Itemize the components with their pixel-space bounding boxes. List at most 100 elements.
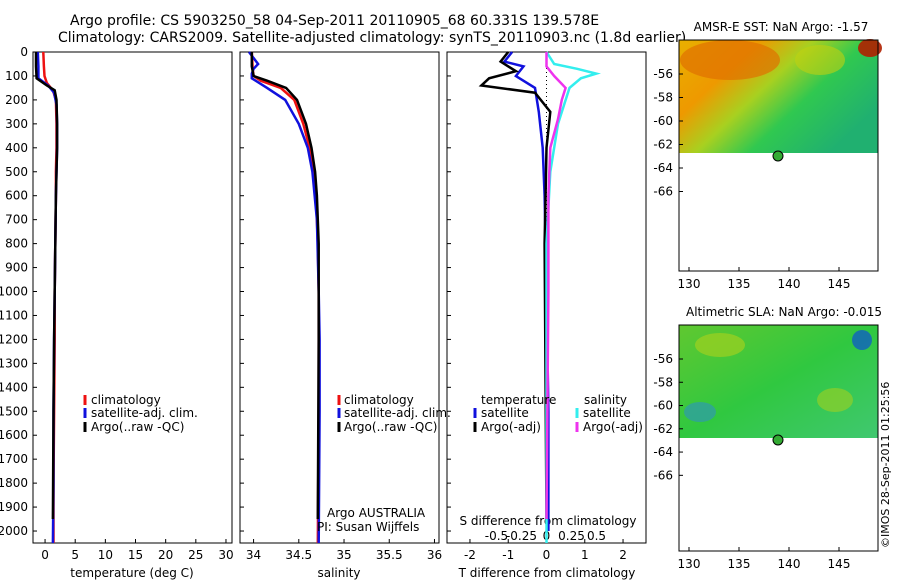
- temperature-x-tick-label: 5: [71, 548, 79, 562]
- legend-t-satellite: satellite: [481, 406, 529, 420]
- difference-x-tick-label: -2: [464, 548, 476, 562]
- difference-x-tick-label: 1: [581, 548, 589, 562]
- map-x-tick-label: 145: [828, 277, 851, 291]
- legend-temp-satellite: satellite-adj. clim.: [91, 406, 198, 420]
- map-y-tick-label: -62: [653, 138, 673, 152]
- map-x-tick-label: 135: [728, 557, 751, 571]
- sla-argo-marker: [772, 434, 784, 446]
- temperature-x-tick-label: 0: [41, 548, 49, 562]
- difference-x-tick-label: 0: [543, 548, 551, 562]
- salinity-x-tick-label: 35: [336, 548, 351, 562]
- sla-yellow-patch2: [817, 388, 853, 412]
- s-difference-tick-label: -0.25: [506, 529, 537, 543]
- temperature-x-tick-label: 15: [128, 548, 143, 562]
- sst-hot-corner: [858, 39, 882, 57]
- depth-tick-label: 800: [5, 237, 28, 251]
- difference-xlabel: T difference from climatology: [458, 566, 636, 580]
- sla-deep-blue-patch: [852, 330, 872, 350]
- imos-footer: ©IMOS 28-Sep-2011 01:25:56: [879, 382, 892, 548]
- legend-temp-climatology: climatology: [91, 393, 161, 407]
- tick-labels: 0 5 10 15 20 25 30 34 34.5 35 35.5 36 -2 -1 0 1 2 -0.5-0.…: [41, 529, 627, 562]
- legend-t-argo: Argo(-adj): [481, 420, 541, 434]
- legend-s-argo: Argo(-adj): [583, 420, 643, 434]
- salinity-x-tick-label: 34.5: [285, 548, 312, 562]
- legend-salinity-title: salinity: [584, 393, 627, 407]
- depth-tick-label: 1800: [0, 476, 28, 490]
- difference-x-tick-label: 2: [619, 548, 627, 562]
- salinity-x-tick-label: 35.5: [376, 548, 403, 562]
- map-y-tick-label: -58: [653, 375, 673, 389]
- difference-x-tick-label: -1: [502, 548, 514, 562]
- s-difference-tick-label: -0.5: [485, 529, 508, 543]
- temperature-x-tick-label: 30: [218, 548, 233, 562]
- depth-tick-label: 300: [5, 117, 28, 131]
- temperature-x-tick-label: 10: [98, 548, 113, 562]
- header-line2: Climatology: CARS2009. Satellite-adjuste…: [58, 30, 686, 46]
- depth-tick-label: 900: [5, 261, 28, 275]
- depth-tick-label: 700: [5, 213, 28, 227]
- map-y-tick-label: -64: [653, 445, 673, 459]
- depth-tick-label: 1200: [0, 332, 28, 346]
- legend-sal-argo: Argo(..raw -QC): [344, 420, 437, 434]
- map-y-tick-label: -62: [653, 422, 673, 436]
- salinity-series-0: [250, 51, 320, 544]
- map-y-tick-label: -58: [653, 91, 673, 105]
- map-x-tick-label: 135: [728, 277, 751, 291]
- sla-map: [678, 324, 879, 552]
- map-y-tick-label: -64: [653, 161, 673, 175]
- legend-temp-argo: Argo(..raw -QC): [91, 420, 184, 434]
- sla-blue-patch: [684, 402, 716, 422]
- depth-tick-label: 2000: [0, 524, 28, 538]
- sst-argo-marker: [772, 150, 784, 162]
- map-y-tick-label: -60: [653, 399, 673, 413]
- depth-tick-label: 1600: [0, 428, 28, 442]
- salinity-panel-frame: [239, 51, 440, 544]
- depth-tick-label: 1900: [0, 500, 28, 514]
- map-ticks: 130 135 140 145 130 135 140 145 -56 -58 -60 -62 -64 -…: [653, 67, 850, 571]
- temperature-series-2: [34, 52, 59, 520]
- legend-s-satellite: satellite: [583, 406, 631, 420]
- sla-map-title: Altimetric SLA: NaN Argo: -0.015: [686, 305, 882, 319]
- difference-series-0: [502, 51, 550, 531]
- depth-tick-label: 200: [5, 93, 28, 107]
- s-difference-tick-label: 0.25: [558, 529, 585, 543]
- salinity-x-tick-label: 34: [246, 548, 261, 562]
- depth-tick-label: 100: [5, 69, 28, 83]
- depth-tick-label: 500: [5, 165, 28, 179]
- map-x-tick-label: 130: [678, 557, 701, 571]
- map-y-tick-label: -60: [653, 114, 673, 128]
- depth-tick-label: 1100: [0, 308, 28, 322]
- depth-tick-label: 1300: [0, 356, 28, 370]
- temperature-x-tick-label: 25: [188, 548, 203, 562]
- temperature-panel-frame: [32, 51, 233, 544]
- depth-tick-label: 1400: [0, 380, 28, 394]
- difference-legend: temperature salinity satellite Argo(-adj…: [473, 393, 643, 434]
- map-y-tick-label: -56: [653, 67, 673, 81]
- map-x-tick-label: 140: [778, 557, 801, 571]
- series-lines: [34, 51, 601, 544]
- map-y-tick-label: -66: [653, 185, 673, 199]
- depth-tick-label: 1500: [0, 404, 28, 418]
- temperature-legend: climatology satellite-adj. clim. Argo(..…: [83, 393, 198, 434]
- legend-sal-satellite: satellite-adj. clim.: [344, 406, 451, 420]
- depth-tick-label: 600: [5, 189, 28, 203]
- salinity-series-1: [248, 51, 321, 544]
- legend-sal-climatology: climatology: [344, 393, 414, 407]
- sst-map: [678, 39, 882, 272]
- sla-map-frame: [678, 324, 879, 552]
- header-line1: Argo profile: CS 5903250_58 04-Sep-2011 …: [70, 13, 599, 29]
- sst-map-frame: [678, 39, 879, 272]
- sst-warm-patch: [680, 40, 780, 80]
- legend-temperature-title: temperature: [481, 393, 556, 407]
- depth-axis: 0 100 200 300 400 500 600 700 800 900 1000 1100 1200…: [0, 45, 451, 538]
- temperature-x-tick-label: 20: [158, 548, 173, 562]
- temperature-xlabel: temperature (deg C): [70, 566, 193, 580]
- depth-tick-label: 1700: [0, 452, 28, 466]
- difference-series-3: [545, 52, 568, 520]
- salinity-series-2: [250, 52, 320, 520]
- depth-tick-label: 1000: [0, 285, 28, 299]
- salinity-legend: climatology satellite-adj. clim. Argo(..…: [337, 393, 451, 434]
- s-difference-tick-label: 0.5: [587, 529, 606, 543]
- salinity-x-tick-label: 36: [427, 548, 442, 562]
